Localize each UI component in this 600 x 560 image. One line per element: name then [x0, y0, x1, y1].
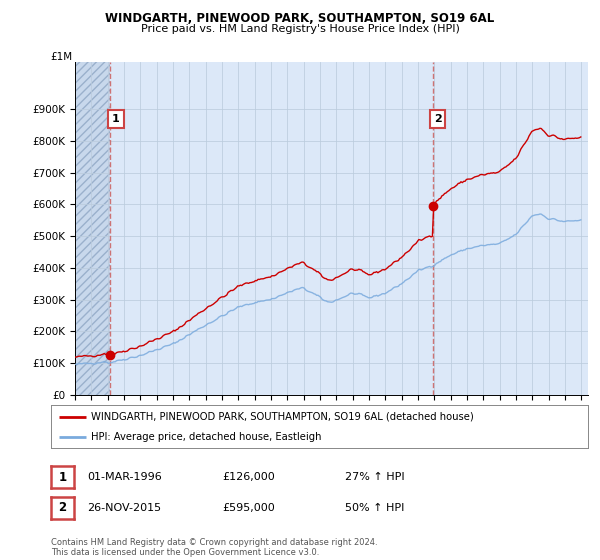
Text: £1M: £1M [50, 52, 73, 62]
Bar [75, 62, 110, 395]
Text: Contains HM Land Registry data © Crown copyright and database right 2024.
This d: Contains HM Land Registry data © Crown c… [51, 538, 377, 557]
Text: 27% ↑ HPI: 27% ↑ HPI [345, 472, 404, 482]
Text: 50% ↑ HPI: 50% ↑ HPI [345, 503, 404, 513]
Text: HPI: Average price, detached house, Eastleigh: HPI: Average price, detached house, East… [91, 432, 322, 441]
Text: 2: 2 [434, 114, 442, 124]
Text: 01-MAR-1996: 01-MAR-1996 [87, 472, 162, 482]
Text: Price paid vs. HM Land Registry's House Price Index (HPI): Price paid vs. HM Land Registry's House … [140, 24, 460, 34]
Text: 2: 2 [58, 501, 67, 515]
Text: WINDGARTH, PINEWOOD PARK, SOUTHAMPTON, SO19 6AL: WINDGARTH, PINEWOOD PARK, SOUTHAMPTON, S… [106, 12, 494, 25]
Text: £126,000: £126,000 [222, 472, 275, 482]
Text: 1: 1 [58, 470, 67, 484]
Text: 1: 1 [112, 114, 120, 124]
Text: 26-NOV-2015: 26-NOV-2015 [87, 503, 161, 513]
Text: £595,000: £595,000 [222, 503, 275, 513]
Text: WINDGARTH, PINEWOOD PARK, SOUTHAMPTON, SO19 6AL (detached house): WINDGARTH, PINEWOOD PARK, SOUTHAMPTON, S… [91, 412, 474, 422]
